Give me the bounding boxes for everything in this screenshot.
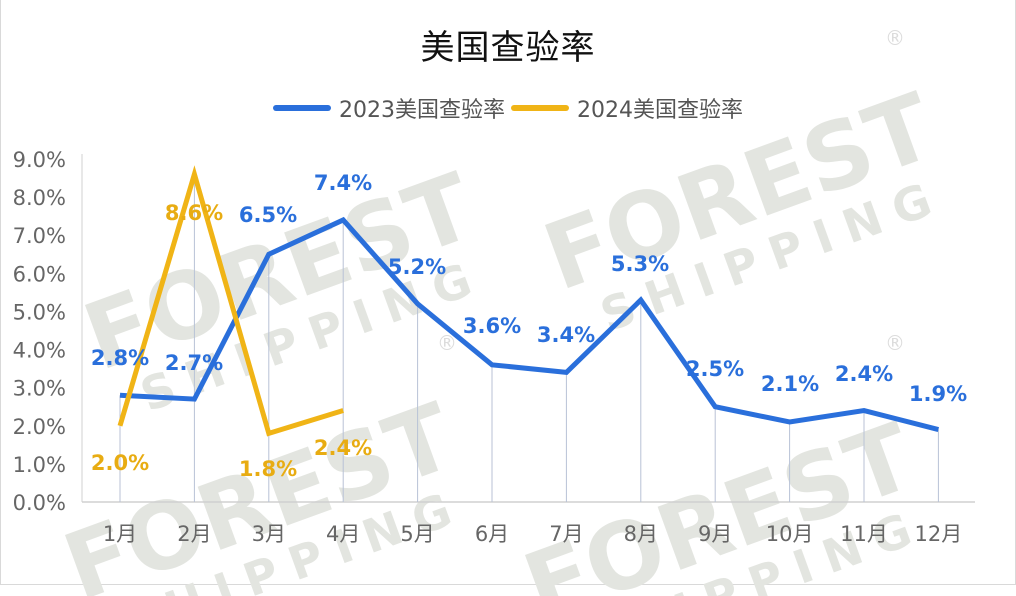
x-tick-label: 1月	[103, 522, 137, 546]
y-tick-label: 4.0%	[13, 339, 66, 363]
x-tick-label: 7月	[549, 522, 583, 546]
legend-swatch-2024	[511, 105, 569, 111]
y-tick-label: 0.0%	[13, 491, 66, 515]
chart-title: 美国查验率	[420, 28, 596, 68]
data-label-2024: 8.6%	[165, 201, 223, 225]
data-label-2023: 5.2%	[388, 255, 446, 279]
legend-label-2024: 2024美国查验率	[577, 98, 743, 123]
data-label-2023: 1.9%	[909, 382, 967, 406]
data-label-2024: 2.0%	[91, 451, 149, 475]
x-tick-label: 9月	[698, 522, 732, 546]
y-tick-label: 9.0%	[13, 148, 66, 172]
x-tick-label: 2月	[177, 522, 211, 546]
x-tick-label: 12月	[915, 522, 963, 546]
x-tick-label: 3月	[252, 522, 286, 546]
data-label-2023: 2.5%	[686, 357, 744, 381]
registered-mark: ®	[885, 331, 905, 355]
data-label-2024: 2.4%	[314, 436, 372, 460]
data-label-2023: 2.7%	[165, 351, 223, 375]
x-tick-label: 8月	[624, 522, 658, 546]
data-label-2024: 1.8%	[239, 457, 297, 481]
x-tick-label: 11月	[840, 522, 888, 546]
legend-label-2023: 2023美国查验率	[339, 98, 505, 123]
y-tick-label: 8.0%	[13, 186, 66, 210]
data-label-2023: 6.5%	[239, 203, 297, 227]
series-line-2024[interactable]	[117, 165, 344, 437]
y-tick-label: 6.0%	[13, 262, 66, 286]
x-tick-label: 4月	[326, 522, 360, 546]
y-tick-label: 3.0%	[13, 377, 66, 401]
y-tick-label: 1.0%	[13, 453, 66, 477]
legend-item-2023[interactable]: 2023美国查验率	[273, 92, 505, 124]
data-label-2023: 2.1%	[761, 372, 819, 396]
data-label-2023: 2.8%	[91, 346, 149, 370]
data-label-2023: 7.4%	[314, 171, 372, 195]
legend-item-2024[interactable]: 2024美国查验率	[511, 92, 743, 124]
x-tick-label: 5月	[400, 522, 434, 546]
x-tick-label: 6月	[475, 522, 509, 546]
data-label-2023: 3.6%	[463, 314, 521, 338]
x-tick-label: 10月	[766, 522, 814, 546]
legend-swatch-2023	[273, 105, 331, 111]
series-line-2023[interactable]	[119, 216, 940, 433]
y-tick-label: 2.0%	[13, 415, 66, 439]
data-label-2023: 2.4%	[835, 362, 893, 386]
registered-mark: ®	[885, 26, 905, 50]
data-label-2023: 5.3%	[611, 252, 669, 276]
y-tick-label: 5.0%	[13, 300, 66, 324]
y-tick-label: 7.0%	[13, 224, 66, 248]
chart-legend: 2023美国查验率 2024美国查验率	[0, 92, 1016, 124]
data-label-2023: 3.4%	[537, 323, 595, 347]
registered-mark: ®	[437, 331, 457, 355]
